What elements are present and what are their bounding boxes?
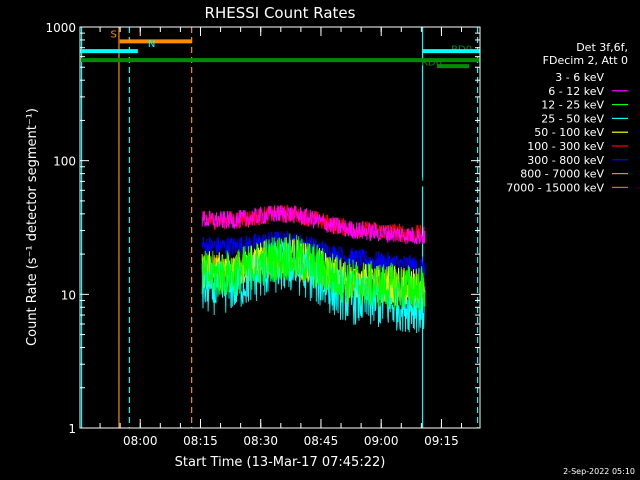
legend-label-1: 6 - 12 keV bbox=[548, 85, 604, 98]
x-tick-label-1: 08:15 bbox=[183, 434, 218, 448]
legend-label-2: 12 - 25 keV bbox=[541, 99, 604, 112]
legend-label-8: 7000 - 15000 keV bbox=[506, 181, 604, 194]
state-label-0: S bbox=[111, 29, 117, 40]
x-tick-label-3: 08:45 bbox=[304, 434, 339, 448]
series-line-2 bbox=[201, 233, 426, 311]
y-axis-label: Count Rate (s⁻¹ detector segment⁻¹) bbox=[25, 108, 40, 346]
series-line-1 bbox=[201, 205, 426, 245]
state-label-1: N bbox=[148, 39, 155, 50]
legend-label-5: 100 - 300 keV bbox=[527, 140, 604, 153]
series-line-0 bbox=[201, 155, 426, 188]
x-tick-label-5: 09:15 bbox=[424, 434, 459, 448]
plot-frame bbox=[79, 26, 481, 429]
y-tick-label-3: 1000 bbox=[45, 21, 76, 35]
legend-label-3: 25 - 50 keV bbox=[541, 112, 604, 125]
y-tick-label-1: 10 bbox=[61, 288, 76, 302]
x-axis-label: Start Time (13-Mar-17 07:45:22) bbox=[175, 455, 386, 470]
footer-timestamp: 2-Sep-2022 05:10 bbox=[563, 467, 635, 476]
x-tick-label-0: 08:00 bbox=[123, 434, 158, 448]
legend-header-0: Det 3f,6f, bbox=[576, 41, 628, 54]
state-label-3: RD6 bbox=[421, 58, 442, 69]
legend-label-4: 50 - 100 keV bbox=[534, 126, 604, 139]
legend-label-7: 800 - 7000 keV bbox=[520, 168, 604, 181]
y-tick-label-2: 100 bbox=[53, 155, 76, 169]
chart-title: RHESSI Count Rates bbox=[205, 4, 356, 22]
legend-header-1: FDecim 2, Att 0 bbox=[543, 54, 628, 67]
x-tick-label-4: 09:00 bbox=[364, 434, 399, 448]
legend-label-6: 300 - 800 keV bbox=[527, 154, 604, 167]
x-tick-label-2: 08:30 bbox=[243, 434, 278, 448]
legend-label-0: 3 - 6 keV bbox=[555, 71, 604, 84]
y-tick-label-0: 1 bbox=[68, 422, 76, 436]
